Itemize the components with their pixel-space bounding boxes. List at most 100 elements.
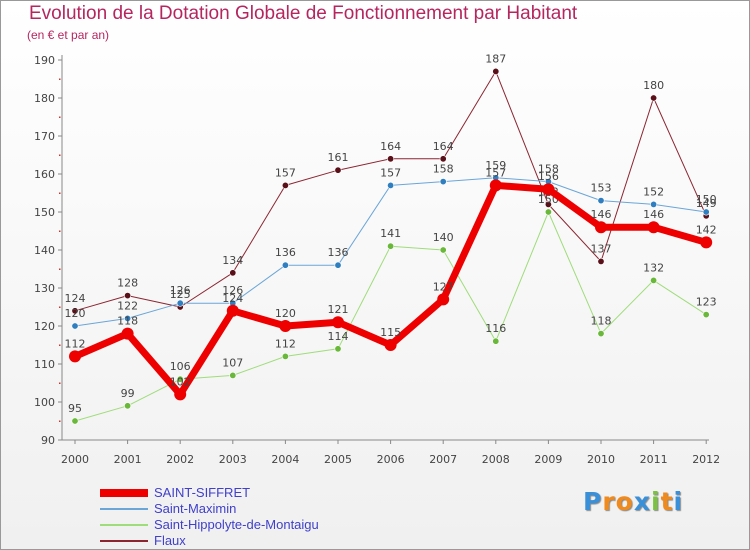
- series-line: [74, 177, 707, 327]
- data-label: 95: [68, 402, 82, 415]
- data-point: [226, 304, 239, 317]
- data-label: 146: [643, 208, 664, 221]
- data-point: [439, 178, 447, 186]
- y-tick-label: 190: [34, 54, 55, 67]
- data-label: 112: [275, 337, 296, 350]
- data-label: 115: [380, 326, 401, 339]
- data-label: 156: [538, 170, 559, 183]
- x-tick-label: 2000: [61, 453, 89, 466]
- y-minor-tick: [59, 306, 61, 308]
- data-point: [281, 181, 289, 189]
- data-point: [597, 197, 605, 205]
- x-tick-label: 2012: [692, 453, 720, 466]
- x-tick-label: 2011: [640, 453, 668, 466]
- data-label: 121: [328, 303, 349, 316]
- y-minor-tick: [59, 230, 61, 232]
- data-label: 149: [696, 197, 717, 210]
- data-point: [700, 236, 713, 249]
- data-label: 118: [591, 315, 612, 328]
- data-point: [229, 371, 237, 379]
- data-label: 157: [275, 166, 296, 179]
- data-point: [279, 320, 292, 332]
- series-line: [74, 70, 707, 312]
- data-label: 114: [328, 330, 349, 343]
- logo-letter: P: [583, 487, 603, 516]
- x-tick-label: 2006: [377, 453, 405, 466]
- data-point: [702, 208, 710, 216]
- legend-label: Saint-Hippolyte-de-Montaigu: [154, 517, 319, 532]
- data-point: [387, 155, 395, 163]
- legend-label: Flaux: [154, 533, 186, 548]
- x-tick-label: 2005: [324, 453, 352, 466]
- logo-letter: o: [615, 487, 634, 516]
- data-point: [439, 246, 447, 254]
- data-point: [174, 388, 187, 401]
- data-point: [121, 327, 134, 340]
- y-minor-tick: [59, 116, 61, 118]
- logo-letter: i: [673, 487, 684, 516]
- data-point: [124, 402, 132, 410]
- data-point: [595, 221, 607, 234]
- logo-letter: i: [651, 487, 661, 516]
- data-point: [650, 94, 658, 102]
- data-point: [542, 183, 555, 196]
- data-label: 123: [696, 296, 717, 309]
- data-label: 124: [65, 292, 86, 305]
- data-point: [650, 200, 658, 208]
- data-label: 146: [591, 208, 612, 221]
- y-tick-label: 180: [34, 92, 55, 105]
- data-point: [492, 337, 500, 345]
- x-tick-label: 2002: [166, 453, 194, 466]
- data-label: 159: [485, 159, 506, 172]
- logo-letter: r: [602, 487, 616, 516]
- data-label: 164: [433, 140, 454, 153]
- data-point: [124, 314, 132, 322]
- logo-letter: t: [660, 487, 674, 516]
- proxiti-logo: Proxiti: [583, 487, 683, 516]
- y-minor-tick: [59, 382, 61, 384]
- data-point: [332, 316, 344, 329]
- data-point: [387, 181, 395, 189]
- x-tick-label: 2004: [271, 453, 299, 466]
- data-label: 106: [170, 360, 191, 373]
- data-label: 102: [170, 375, 191, 388]
- data-point: [281, 261, 289, 269]
- data-label: 120: [65, 307, 86, 320]
- data-label: 157: [380, 166, 401, 179]
- data-label: 127: [433, 280, 454, 293]
- data-point: [597, 257, 605, 265]
- y-tick-label: 150: [34, 206, 55, 219]
- data-label: 136: [275, 246, 296, 259]
- y-tick-label: 90: [41, 434, 55, 447]
- chart-title: Evolution de la Dotation Globale de Fonc…: [29, 3, 578, 24]
- y-tick-label: 120: [34, 320, 55, 333]
- legend-label: Saint-Maximin: [154, 501, 237, 516]
- data-point: [334, 166, 342, 174]
- y-tick-label: 140: [34, 244, 55, 257]
- data-label: 125: [170, 288, 191, 301]
- data-label: 164: [380, 140, 401, 153]
- data-point: [544, 208, 552, 216]
- x-tick-label: 2010: [587, 453, 615, 466]
- x-tick-label: 2003: [219, 453, 247, 466]
- y-minor-tick: [59, 268, 61, 270]
- data-point: [597, 330, 605, 338]
- x-tick-label: 2009: [534, 453, 562, 466]
- data-label: 140: [433, 231, 454, 244]
- y-minor-tick: [59, 78, 61, 80]
- data-label: 136: [328, 246, 349, 259]
- data-point: [71, 322, 79, 330]
- data-point: [384, 339, 397, 351]
- y-tick-label: 100: [34, 396, 55, 409]
- data-label: 141: [380, 227, 401, 240]
- data-label: 137: [591, 242, 612, 255]
- data-label: 124: [222, 292, 243, 305]
- legend-swatch: [100, 508, 148, 510]
- data-point: [437, 293, 450, 306]
- x-tick-label: 2007: [429, 453, 457, 466]
- logo-letter: x: [633, 487, 651, 516]
- data-label: 99: [121, 387, 135, 400]
- data-label: 132: [643, 261, 664, 274]
- data-point: [334, 261, 342, 269]
